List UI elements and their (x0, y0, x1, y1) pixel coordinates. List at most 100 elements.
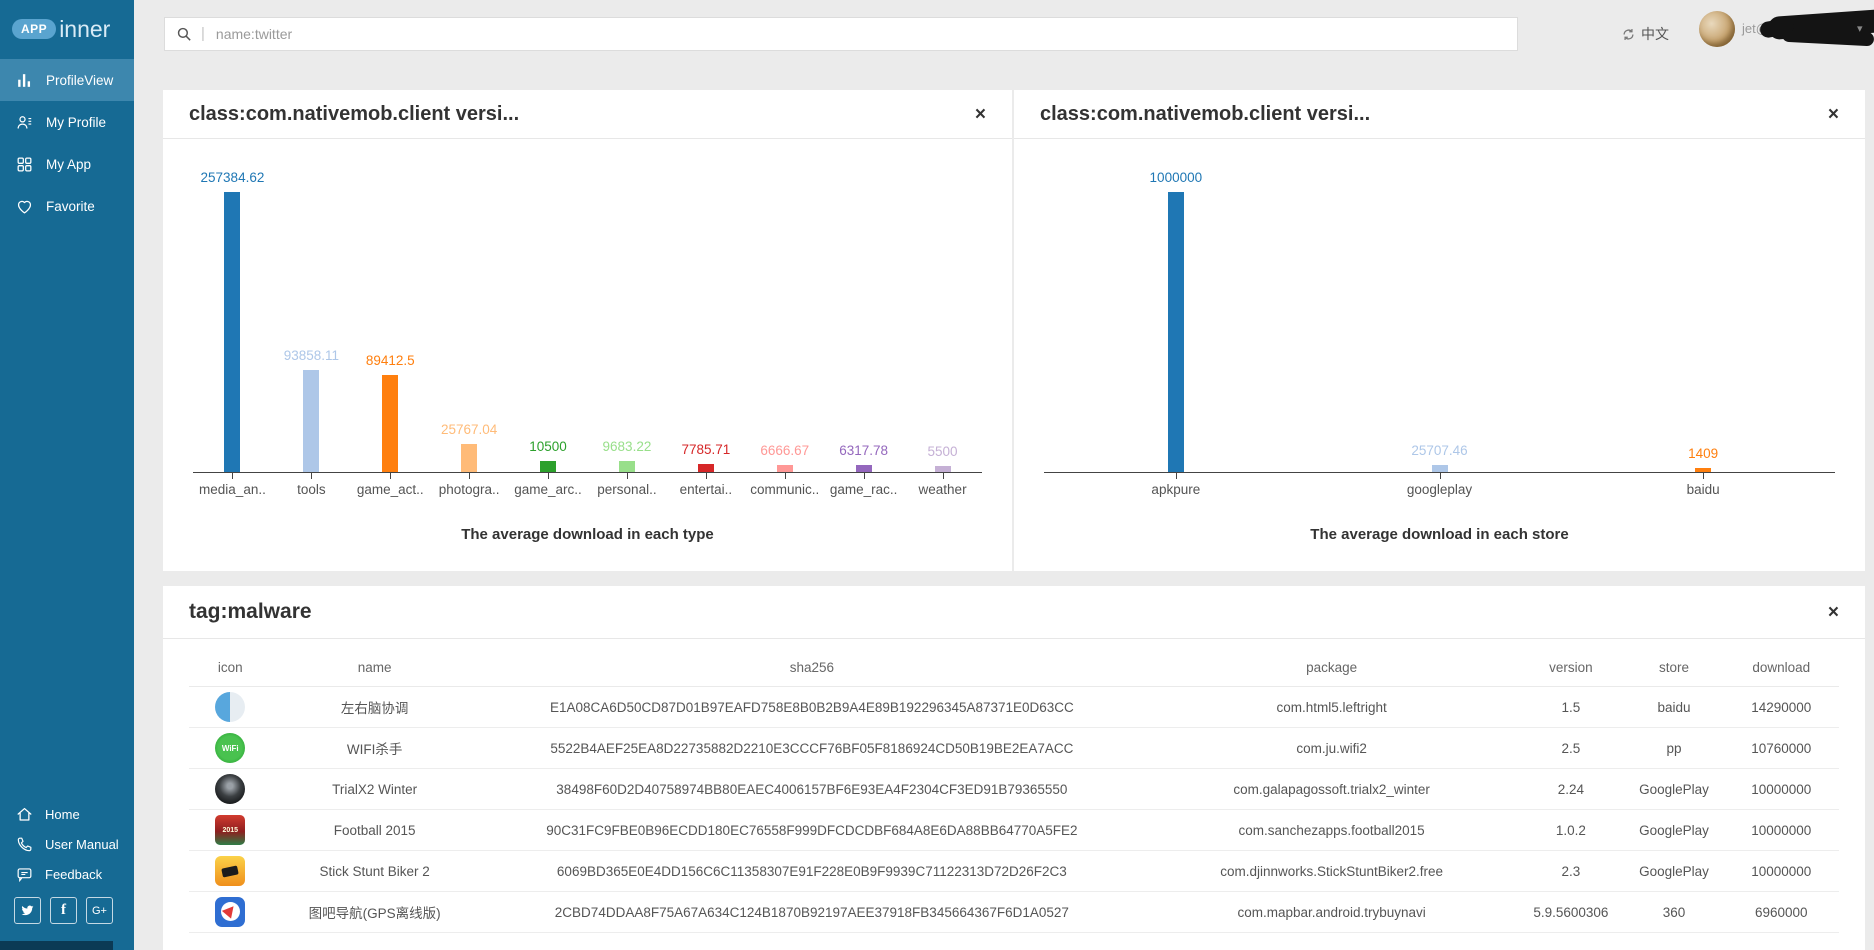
facebook-icon[interactable]: f (50, 897, 77, 924)
app-logo[interactable]: APP inner (0, 0, 134, 58)
bar (303, 370, 320, 472)
language-toggle[interactable]: 中文 (1621, 24, 1669, 44)
axis-category-label: tools (297, 482, 326, 497)
close-icon[interactable]: × (1827, 103, 1839, 125)
axis-category-label: media_an.. (199, 482, 266, 497)
phone-icon (15, 835, 34, 854)
sidebar-item-user-manual[interactable]: User Manual (0, 829, 134, 859)
cell-version: 2.5 (1517, 727, 1625, 769)
axis-category-label: personal.. (597, 482, 657, 497)
table-row[interactable]: Stick Stunt Biker 2 6069BD365E0E4DD156C6C… (189, 850, 1839, 892)
chat-icon (15, 865, 34, 884)
bar-value-label: 10500 (529, 439, 567, 454)
cell-version: 5.9.5600306 (1517, 891, 1625, 933)
sidebar-item-favorite[interactable]: Favorite (0, 185, 134, 227)
column-header-download: download (1723, 639, 1839, 687)
chart-panel-store: class:com.nativemob.client versi... × 10… (1014, 90, 1865, 571)
cell-package: com.sanchezapps.football2015 (1146, 809, 1518, 851)
bar (1431, 465, 1448, 472)
close-icon[interactable]: × (974, 103, 986, 125)
bar-value-label: 7785.71 (681, 442, 731, 457)
biker-app-icon (215, 856, 246, 886)
google-plus-icon[interactable]: G+ (86, 897, 113, 924)
table-row[interactable]: 图吧导航(GPS离线版) 2CBD74DDAA8F75A67A634C124B18… (189, 891, 1839, 933)
cell-store: GooglePlay (1624, 809, 1724, 851)
panel-title: class:com.nativemob.client versi... (189, 102, 520, 125)
sidebar-item-my-profile[interactable]: My Profile (0, 101, 134, 143)
cell-version: 2.24 (1517, 768, 1625, 810)
bar-value-label: 25767.04 (440, 422, 498, 437)
sidebar-item-label: ProfileView (46, 72, 114, 88)
panel-header: class:com.nativemob.client versi... × (1014, 90, 1865, 139)
cell-sha256: 90C31FC9FBE0B96ECDD180EC76558F999DFCDCDB… (477, 809, 1146, 851)
axis-tick (863, 473, 865, 479)
sidebar-item-my-app[interactable]: My App (0, 143, 134, 185)
bar-chart-type: 257384.62 media_an.. 93858.11 tools 89412.5 g… (193, 170, 982, 497)
column-header-store: store (1624, 639, 1724, 687)
sidebar-item-label: Favorite (46, 198, 95, 214)
logo-badge: APP (12, 19, 57, 39)
search-cursor: | (201, 24, 205, 42)
cell-store: baidu (1624, 686, 1724, 728)
bar (934, 466, 951, 472)
chart-caption: The average download in each store (1310, 526, 1569, 543)
cell-package: com.galapagossoft.trialx2_winter (1146, 768, 1518, 810)
bar-chart-icon (15, 71, 34, 90)
cell-version: 2.3 (1517, 850, 1625, 892)
cell-sha256: 38498F60D2D40758974BB80EAEC4006157BF6E93… (477, 768, 1146, 810)
bar (224, 192, 241, 472)
axis-tick (784, 473, 786, 479)
search-input[interactable] (213, 25, 1506, 43)
football-app-icon (215, 815, 246, 845)
chart-panel-type: class:com.nativemob.client versi... × 25… (163, 90, 1012, 571)
cell-sha256: 2CBD74DDAA8F75A67A634C124B1870B92197AEE3… (477, 891, 1146, 933)
cell-download: 14290000 (1723, 686, 1839, 728)
table-row[interactable]: Football 201590C31FC9FBE0B96ECDD180EC765… (189, 809, 1839, 851)
bar (776, 465, 793, 472)
table-row[interactable]: TrialX2 Winter 38498F60D2D40758974BB80EAE… (189, 768, 1839, 810)
user-menu-caret-icon[interactable]: ▾ (1857, 23, 1863, 35)
bar (697, 464, 714, 472)
cell-name: 图吧导航(GPS离线版) (271, 891, 478, 933)
sidebar-item-profileview[interactable]: ProfileView (0, 59, 134, 101)
table-header-row: icon name sha256 package version store downloa… (189, 639, 1839, 687)
bar-value-label: 5500 (927, 444, 958, 459)
avatar[interactable] (1699, 11, 1735, 47)
cell-name: Football 2015 (271, 809, 478, 851)
cell-name: 左右脑协调 (271, 686, 478, 728)
twitter-icon[interactable] (14, 897, 41, 924)
bar (1167, 192, 1184, 472)
sidebar-item-label: My Profile (46, 114, 107, 130)
cell-download: 10760000 (1723, 727, 1839, 769)
sidebar-item-feedback[interactable]: Feedback (0, 859, 134, 889)
cell-download: 10000000 (1723, 850, 1839, 892)
table-row[interactable]: 左右脑协调 E1A08CA6D50CD87D01B97EAFD758E8B0B2B… (189, 686, 1839, 728)
social-links: f G+ (14, 897, 113, 924)
axis-tick (626, 473, 628, 479)
cell-icon (189, 809, 272, 851)
cell-download: 10000000 (1723, 768, 1839, 810)
search-bar[interactable]: | (164, 17, 1518, 51)
column-header-package: package (1146, 639, 1518, 687)
axis-category-label: apkpure (1151, 482, 1201, 497)
panel-title: class:com.nativemob.client versi... (1040, 102, 1371, 125)
refresh-icon (1623, 28, 1634, 40)
cell-icon (189, 768, 272, 810)
malware-table: icon name sha256 package version store downloa… (189, 639, 1839, 933)
table-row[interactable]: WIFI杀手5522B4AEF25EA8D22735882D2210E3CCCF… (189, 727, 1839, 769)
sidebar-item-label: User Manual (45, 836, 119, 852)
home-icon (15, 805, 34, 824)
cell-store: GooglePlay (1624, 768, 1724, 810)
cell-version: 1.0.2 (1517, 809, 1625, 851)
column-header-version: version (1517, 639, 1625, 687)
chart-caption: The average download in each type (461, 526, 714, 543)
sidebar-item-home[interactable]: Home (0, 799, 134, 829)
axis-tick (390, 473, 392, 479)
cell-name: Stick Stunt Biker 2 (271, 850, 478, 892)
cell-name: WIFI杀手 (271, 727, 478, 769)
cell-package: com.djinnworks.StickStuntBiker2.free (1146, 850, 1518, 892)
cell-icon (189, 727, 272, 769)
close-icon[interactable]: × (1827, 601, 1839, 623)
cell-icon (189, 850, 272, 892)
bar-value-label: 6666.67 (760, 443, 810, 458)
